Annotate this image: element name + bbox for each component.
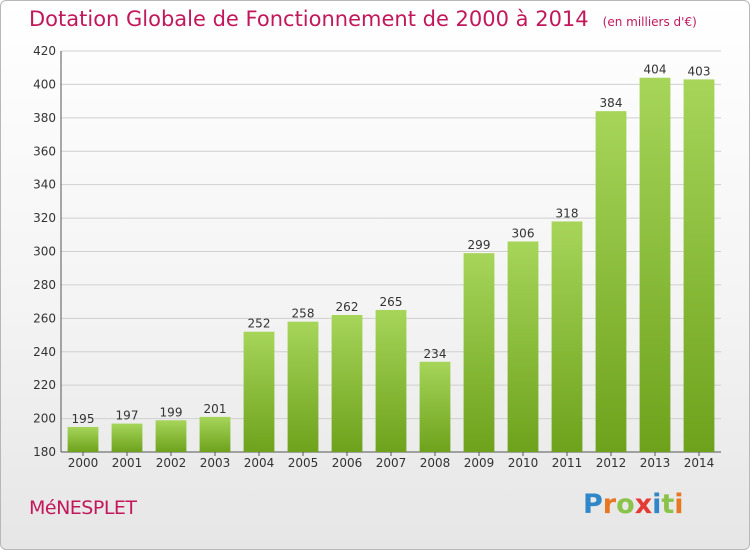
bar-value-label: 299: [468, 238, 491, 252]
x-tick-label: 2014: [684, 456, 715, 470]
y-tick-label: 300: [33, 245, 56, 259]
bar: [639, 77, 671, 452]
bar-value-label: 252: [248, 317, 271, 331]
bar: [155, 420, 187, 452]
y-tick-label: 420: [33, 44, 56, 58]
y-tick-label: 240: [33, 345, 56, 359]
bar-value-label: 403: [688, 64, 711, 78]
x-tick-label: 2004: [244, 456, 275, 470]
y-tick-label: 380: [33, 111, 56, 125]
y-tick-label: 340: [33, 178, 56, 192]
bar: [375, 309, 407, 452]
commune-name: MéNESPLET: [29, 497, 137, 519]
bar-value-label: 318: [556, 206, 579, 220]
chart-header: Dotation Globale de Fonctionnement de 20…: [29, 7, 697, 31]
bar-value-label: 404: [644, 63, 667, 77]
y-tick-label: 220: [33, 378, 56, 392]
bar-value-label: 201: [204, 402, 227, 416]
x-tick-label: 2013: [640, 456, 671, 470]
logo-letter: r: [602, 489, 617, 520]
data-labels: 195 197 199 201 252 258 262 265 234 299 306 318 384 4…: [72, 63, 711, 426]
bar-value-label: 199: [160, 405, 183, 419]
bar: [243, 331, 275, 452]
x-tick-label: 2003: [200, 456, 231, 470]
bar: [199, 416, 231, 452]
bar-value-label: 197: [116, 409, 139, 423]
y-tick-label: 260: [33, 311, 56, 325]
bar: [287, 321, 319, 452]
bar-value-label: 195: [72, 412, 95, 426]
bar: [683, 79, 715, 452]
x-tick-label: 2005: [288, 456, 319, 470]
x-tick-label: 2007: [376, 456, 407, 470]
logo-letter: i: [674, 489, 684, 520]
bar: [67, 426, 99, 452]
bars: [67, 77, 715, 453]
bar: [419, 361, 451, 452]
bar-value-label: 384: [600, 96, 623, 110]
bar-value-label: 262: [336, 300, 359, 314]
bar: [551, 221, 583, 452]
logo-letter: t: [661, 489, 675, 520]
chart-title: Dotation Globale de Fonctionnement de 20…: [29, 7, 589, 31]
bar-value-label: 306: [512, 226, 535, 240]
x-tick-label: 2011: [552, 456, 583, 470]
logo-letter: x: [634, 489, 653, 520]
x-tick-label: 2008: [420, 456, 451, 470]
x-tick-label: 2012: [596, 456, 627, 470]
y-tick-label: 360: [33, 144, 56, 158]
bar: [463, 253, 495, 452]
bar-value-label: 234: [424, 347, 447, 361]
x-tick-label: 2006: [332, 456, 363, 470]
logo-letter: o: [616, 489, 635, 520]
proxiti-logo: Proxiti: [583, 489, 684, 520]
y-tick-label: 180: [33, 445, 56, 459]
bar: [595, 111, 627, 453]
x-tick-label: 2001: [112, 456, 143, 470]
x-tick-label: 2002: [156, 456, 187, 470]
logo-letter: i: [652, 489, 662, 520]
y-tick-label: 200: [33, 412, 56, 426]
y-tick-label: 320: [33, 211, 56, 225]
bar-value-label: 258: [292, 307, 315, 321]
x-tick-label: 2000: [68, 456, 99, 470]
bar: [331, 314, 363, 452]
x-tick-label: 2010: [508, 456, 539, 470]
y-tick-label: 280: [33, 278, 56, 292]
x-tick-label: 2009: [464, 456, 495, 470]
chart-subtitle: (en milliers d'€): [602, 15, 697, 29]
bar: [111, 423, 143, 452]
bar-value-label: 265: [380, 295, 403, 309]
y-tick-label: 400: [33, 77, 56, 91]
bar: [507, 241, 539, 452]
logo-letter: P: [583, 489, 603, 520]
